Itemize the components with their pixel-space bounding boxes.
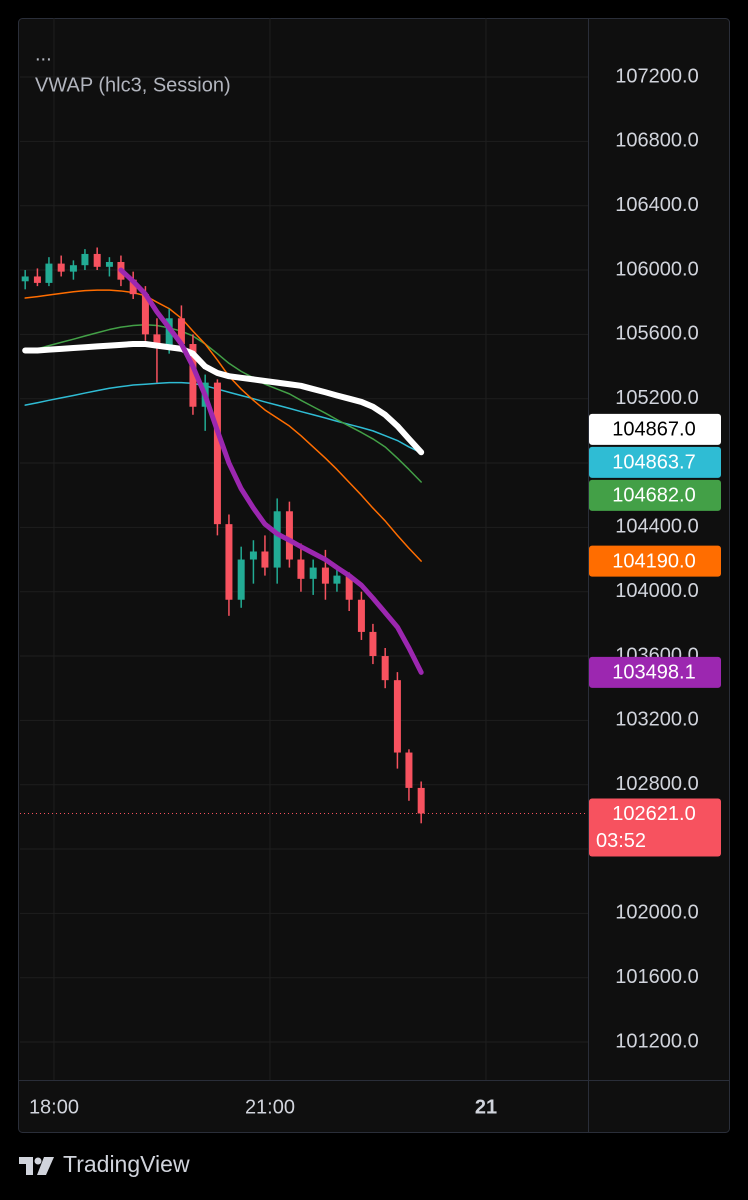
candle-body (213, 382, 221, 525)
brand-name: TradingView (63, 1151, 190, 1177)
candle-body (105, 261, 113, 267)
chart-panel (18, 18, 730, 1133)
indicator-line (24, 289, 422, 562)
candle-body (21, 276, 29, 282)
y-tick-label: 106800.0 (615, 130, 698, 152)
y-tick-label: 105200.0 (615, 387, 698, 409)
indicator-line (24, 323, 422, 483)
y-tick-label: 106400.0 (615, 194, 698, 216)
candle-body (261, 551, 269, 568)
candle-body (165, 318, 173, 348)
candle-body (297, 559, 305, 579)
candle-body (33, 276, 41, 283)
plot-area (20, 247, 588, 824)
candle-body (345, 575, 353, 600)
candle-body (225, 524, 233, 600)
last-price-label: 102621.0 (612, 803, 695, 825)
candle-body (285, 511, 293, 560)
y-tick-label: 105600.0 (615, 323, 698, 345)
x-tick-label: 21 (475, 1096, 497, 1118)
y-tick-label: 106000.0 (615, 258, 698, 280)
candle-body (129, 279, 137, 295)
candle-body (417, 787, 425, 814)
price-badges: 104867.0 104863.7 104682.0 104190.0 103498.1… (589, 413, 721, 857)
price-badge (589, 446, 721, 478)
candle-body (69, 265, 77, 272)
candle-body (141, 294, 149, 335)
candle-body (357, 599, 365, 632)
y-tick-label: 101200.0 (615, 1030, 698, 1052)
candle-body (57, 263, 65, 272)
indicator-line (24, 381, 422, 454)
price-badge (589, 479, 721, 511)
indicator-line (118, 267, 424, 675)
y-tick-label: 104000.0 (615, 580, 698, 602)
price-badge-label: 104863.7 (612, 452, 695, 474)
candle-body (321, 567, 329, 584)
price-badge-label: 104682.0 (612, 485, 695, 507)
x-tick-label: 18:00 (29, 1096, 79, 1118)
candle-body (381, 656, 389, 681)
y-tick-label: 107200.0 (615, 65, 698, 87)
legend-dots[interactable]: ... (35, 43, 52, 65)
candle-body (333, 575, 341, 584)
price-badge (589, 656, 721, 688)
grid (20, 18, 588, 1080)
y-tick-label: 101600.0 (615, 966, 698, 988)
brand-logo (19, 1157, 54, 1175)
y-tick-label: 103200.0 (615, 709, 698, 731)
candle-body (405, 752, 413, 788)
candle-body (45, 263, 53, 283)
candle-body (273, 511, 281, 568)
indicator-line (22, 341, 425, 456)
candle-body (93, 253, 101, 267)
y-tick-label: 104400.0 (615, 516, 698, 538)
candle-body (81, 253, 89, 266)
candle-body (309, 567, 317, 579)
candles (21, 247, 425, 824)
legend-title: VWAP (hlc3, Session) (35, 74, 231, 96)
y-tick-label: 102800.0 (615, 773, 698, 795)
candle-body (369, 631, 377, 657)
candle-body (393, 680, 401, 753)
countdown: 03:52 (596, 830, 646, 852)
price-badge-label: 104190.0 (612, 550, 695, 572)
price-badge (589, 545, 721, 577)
candle-body (249, 551, 257, 560)
price-badge-label: 103498.1 (612, 662, 695, 684)
x-tick-label: 21:00 (245, 1096, 295, 1118)
candle-body (177, 318, 185, 345)
last-price-badge (589, 798, 721, 857)
y-tick-label: 102000.0 (615, 902, 698, 924)
price-badge-label: 104867.0 (612, 419, 695, 441)
candle-body (237, 559, 245, 600)
candle-body (153, 334, 161, 348)
price-badge (589, 413, 721, 445)
candle-body (189, 344, 197, 407)
